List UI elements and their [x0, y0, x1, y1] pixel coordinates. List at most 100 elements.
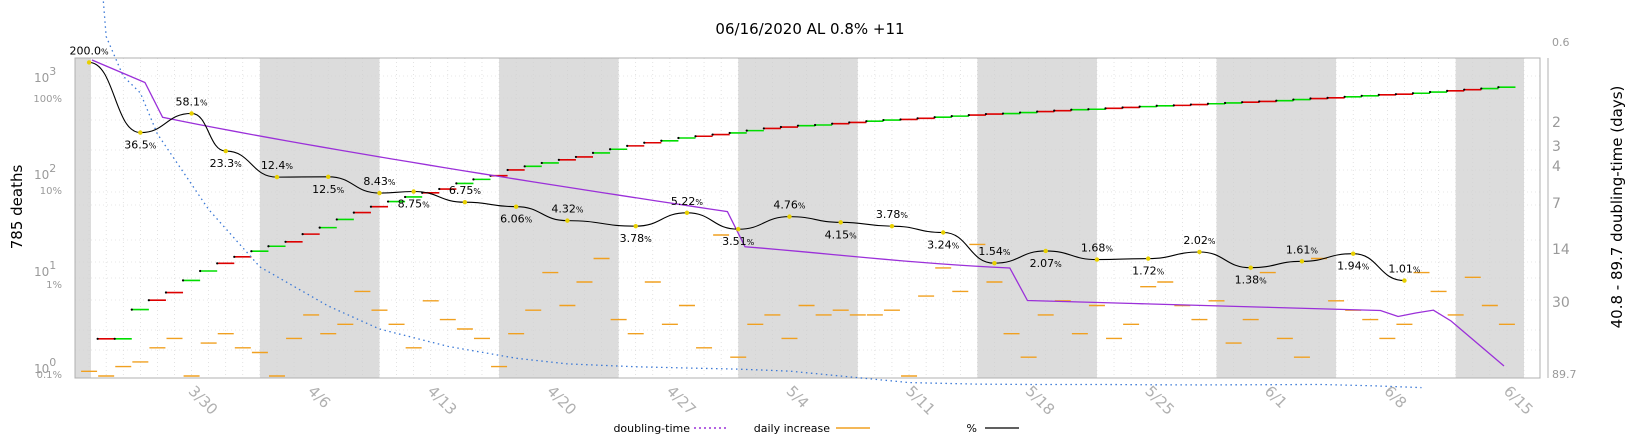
- x-tick-label: 4/20: [543, 382, 580, 419]
- plot-frame: [74, 57, 1549, 379]
- deaths-step-dot: [1326, 96, 1329, 99]
- percent-sign: %: [337, 186, 345, 195]
- right-tick-label: 14: [1552, 242, 1570, 258]
- percent-sign: %: [644, 235, 652, 244]
- deaths-step-dot: [216, 262, 219, 265]
- percent-sign: %: [1413, 266, 1421, 275]
- percent-annotation: 4.32%: [551, 203, 584, 216]
- percent-annotation: 58.1%: [176, 95, 209, 108]
- deaths-step-dot: [1053, 109, 1056, 112]
- deaths-step-dot: [1463, 88, 1466, 91]
- percent-sign: %: [234, 160, 242, 169]
- deaths-step-dot: [404, 195, 407, 199]
- deaths-step-dot: [1377, 93, 1380, 96]
- percent-annotation: 23.3%: [210, 157, 243, 170]
- deaths-step-dot: [694, 135, 697, 138]
- x-tick-label: 4/27: [663, 382, 700, 419]
- deaths-step-dot: [967, 113, 970, 117]
- percent-annotation: 3.78%: [620, 232, 653, 245]
- deaths-step-dot: [1275, 99, 1278, 102]
- deaths-step-dot: [1223, 101, 1227, 105]
- right-tick-label: 2: [1552, 115, 1561, 131]
- deaths-step-dot: [591, 151, 595, 155]
- percent-point: [1043, 248, 1048, 254]
- percent-annotation: 1.94%: [1337, 260, 1370, 273]
- x-tick-label: 6/1: [1261, 382, 1291, 412]
- deaths-step-dot: [438, 187, 441, 191]
- deaths-step-dot: [250, 250, 253, 253]
- percent-point: [462, 200, 468, 205]
- deaths-step-dot: [455, 182, 458, 185]
- deaths-step-dot: [164, 291, 168, 294]
- deaths-step-dot: [608, 148, 612, 151]
- percent-point: [411, 189, 416, 194]
- deaths-step-dot: [779, 125, 783, 129]
- deaths-step-dot: [1241, 101, 1244, 104]
- deaths-step-dot: [1001, 112, 1005, 115]
- percent-annotation: 36.5%: [124, 139, 157, 152]
- percent-annotation: 8.43%: [363, 175, 396, 188]
- deaths-step-dot: [1121, 106, 1124, 109]
- percent-annotation: 6.06%: [500, 213, 533, 226]
- deaths-step-dot: [369, 205, 373, 208]
- percent-point: [377, 190, 382, 196]
- deaths-step-dot: [762, 127, 765, 130]
- annotations: 200.0% 36.5% 58.1% 23.3% 12.4% 12.5% 8.43%8.75…: [70, 44, 1421, 286]
- deaths-step-dot: [318, 226, 321, 229]
- percent-point: [138, 130, 143, 135]
- deaths-step-dot: [677, 136, 680, 140]
- deaths-step-dot: [506, 168, 509, 172]
- percent-point: [889, 223, 895, 229]
- percent-annotation: 1.54%: [978, 245, 1011, 258]
- percent-sign: %: [149, 142, 157, 151]
- deaths-step-dot: [1155, 104, 1158, 107]
- percent-annotation: 5.22%: [671, 195, 704, 208]
- weekend-band: [259, 58, 380, 378]
- x-tick-label: 3/30: [185, 382, 222, 419]
- percent-annotation: 200.0%: [70, 44, 110, 57]
- percent-point: [838, 220, 843, 225]
- plot-border: [74, 57, 1541, 379]
- deaths-step-dot: [950, 115, 953, 118]
- deaths-step-dot: [745, 129, 748, 132]
- percent-tick-label: 1%: [46, 280, 62, 291]
- deaths-step-dot: [1343, 95, 1346, 98]
- deaths-step-dot: [813, 123, 817, 127]
- deaths-step-dot: [831, 122, 834, 125]
- deaths-step-dot: [1087, 108, 1090, 111]
- percent-point: [1299, 259, 1305, 264]
- deaths-step-dot: [113, 337, 116, 340]
- deaths-step-dot: [865, 120, 868, 123]
- percent-annotation: 4.15%: [825, 228, 858, 241]
- x-tick-label: 4/13: [424, 382, 461, 419]
- percent-sign: %: [101, 47, 109, 56]
- deaths-step-dot: [1411, 92, 1415, 95]
- deaths-step-dot: [1018, 111, 1022, 114]
- percent-annotation: 4.76%: [773, 199, 806, 212]
- deaths-steps: [96, 86, 1516, 340]
- legend-label-percent: %: [967, 422, 977, 435]
- daily-increase-series: [81, 234, 1515, 377]
- deaths-step-dot: [1104, 107, 1107, 110]
- weekend-band: [75, 58, 91, 378]
- left-tick-exponent: 2: [49, 162, 56, 175]
- percent-point: [1145, 256, 1151, 261]
- percent-sign: %: [849, 231, 857, 240]
- percent-point: [633, 223, 638, 229]
- deaths-step-dot: [523, 165, 526, 168]
- left-tick-label: 102: [34, 162, 56, 182]
- left-tick-label: 101: [34, 259, 56, 279]
- percent-annotation: 6.75%: [449, 184, 482, 197]
- percent-point: [1197, 249, 1202, 255]
- deaths-step-dot: [574, 155, 578, 159]
- deaths-step-dot: [1394, 93, 1397, 96]
- percent-sign: %: [1208, 237, 1216, 246]
- percent-annotation: 3.51%: [722, 235, 755, 248]
- percent-sign: %: [422, 201, 430, 210]
- deaths-step-dot: [199, 269, 202, 273]
- deaths-step-dot: [1258, 100, 1261, 103]
- percent-point: [787, 214, 792, 219]
- right-tick-label: 4: [1552, 159, 1561, 175]
- percent-point: [1402, 278, 1407, 283]
- left-tick-exponent: 3: [49, 65, 56, 78]
